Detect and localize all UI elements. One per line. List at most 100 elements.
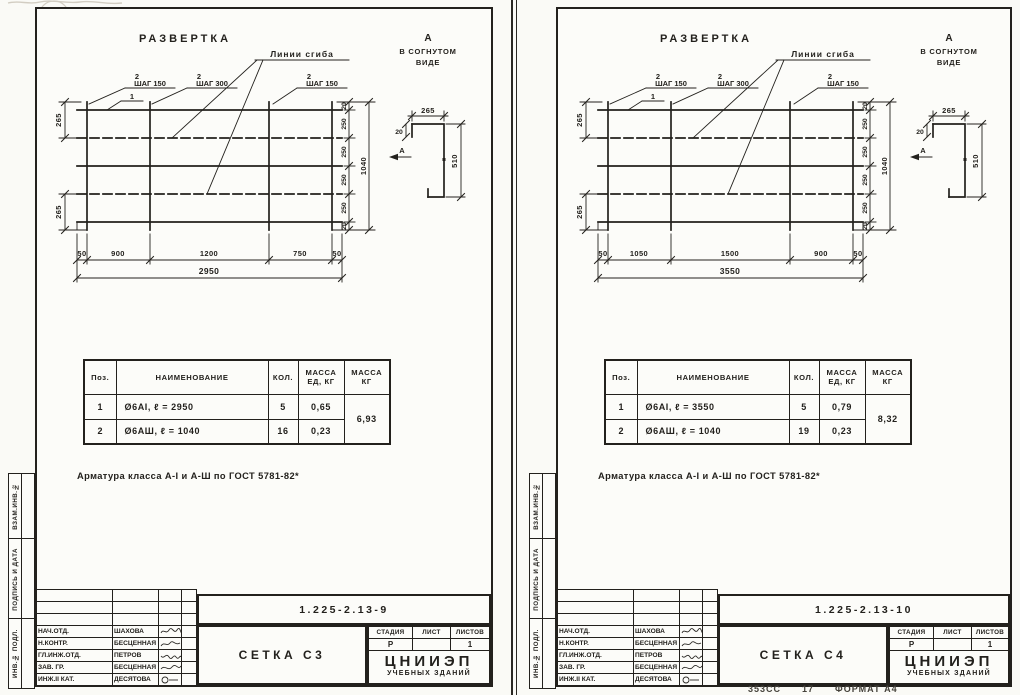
document-number: 1.225-2.13-10 xyxy=(718,594,1010,625)
staff-name: ШАХОВА xyxy=(113,626,159,638)
strip-label: ВЗАМ.ИНВ.№ xyxy=(532,483,540,530)
dim-v-250: 250 xyxy=(862,202,869,214)
strip-label: ИНВ.№ ПОДЛ. xyxy=(532,629,540,679)
signature xyxy=(680,638,703,650)
dim-v-total: 1040 xyxy=(880,157,889,175)
stage-value: Р xyxy=(890,639,934,651)
dim-h: 50 xyxy=(77,249,86,258)
organization-subtitle: УЧЕБНЫХ ЗДАНИЙ xyxy=(907,670,991,677)
cell-name: Ø6АШ, ℓ = 1040 xyxy=(636,418,790,445)
strip-label: ВЗАМ.ИНВ.№ xyxy=(11,483,19,530)
staff-name: ДЕСЯТОВА xyxy=(113,674,159,686)
bend-lines-label: Линии сгиба xyxy=(791,49,855,59)
dim-h: 50 xyxy=(332,249,341,258)
side-strip-left: ВЗАМ.ИНВ.№ ПОДПИСЬ И ДАТА ИНВ.№ ПОДЛ. xyxy=(8,473,35,690)
staff-role: НАЧ.ОТД. xyxy=(558,626,634,638)
title-block-upper-grid xyxy=(37,589,197,626)
sheets-value: 1 xyxy=(972,639,1008,651)
dim-h: 900 xyxy=(814,249,828,258)
cell-unit-mass: 0,23 xyxy=(818,418,866,445)
title-block: 1.225-2.13-10 НАЧ.ОТД. ШАХОВА Н.КОНТР. Б… xyxy=(558,589,1010,686)
cell-qty: 16 xyxy=(267,418,299,445)
dim-v-total: 1040 xyxy=(359,157,368,175)
staff-role: ГЛ.ИНЖ.ОТД. xyxy=(37,650,113,662)
strip-label: ИНВ.№ ПОДЛ. xyxy=(11,629,19,679)
strip-cell: ИНВ.№ ПОДЛ. xyxy=(529,618,556,690)
dim-h: 750 xyxy=(293,249,307,258)
dim-v-20: 20 xyxy=(862,222,869,230)
dim-v-250: 250 xyxy=(341,146,348,158)
dim-v-250: 250 xyxy=(862,146,869,158)
table-row: 2 Ø6АШ, ℓ = 1040 16 0,23 xyxy=(83,418,390,445)
col-header-name: НАИМЕНОВАНИЕ xyxy=(636,359,790,395)
view-title: РАЗВЕРТКА xyxy=(660,33,752,45)
cell-qty: 5 xyxy=(788,393,820,420)
cell-unit-mass: 0,79 xyxy=(818,393,866,420)
dim-265-top: 265 xyxy=(575,113,584,127)
callout-step: ШАГ 150 xyxy=(306,79,338,88)
view-arrow-label: А xyxy=(399,146,405,155)
dim-h-total: 2950 xyxy=(199,266,220,276)
strip-label: ПОДПИСЬ И ДАТА xyxy=(11,547,19,611)
dim-v-250: 250 xyxy=(341,118,348,130)
strip-label: ПОДПИСЬ И ДАТА xyxy=(532,547,540,611)
cell-total-mass: 6,93 xyxy=(343,393,391,445)
col-header-qty: КОЛ. xyxy=(267,359,299,395)
callout-qty: 2 xyxy=(828,72,832,81)
section-marker: А xyxy=(424,33,431,44)
bend-lines-label: Линии сгиба xyxy=(270,49,334,59)
staff-name: ДЕСЯТОВА xyxy=(634,674,680,686)
strip-cell: ВЗАМ.ИНВ.№ xyxy=(529,473,556,540)
stage-value: Р xyxy=(369,639,413,651)
bent-dim-20: 20 xyxy=(395,129,403,136)
table-row: 2 Ø6АШ, ℓ = 1040 19 0,23 xyxy=(604,418,911,445)
col-header-unit-mass: МАССА ЕД, КГ xyxy=(818,359,866,395)
bent-view-title-1: В СОГНУТОМ xyxy=(920,47,977,56)
staff-role: Н.КОНТР. xyxy=(37,638,113,650)
strip-cell: ПОДПИСЬ И ДАТА xyxy=(8,538,35,621)
parts-table: Поз. НАИМЕНОВАНИЕ КОЛ. МАССА ЕД, КГ МАСС… xyxy=(83,359,391,445)
signature xyxy=(680,650,703,662)
sheets-label: ЛИСТОВ xyxy=(451,627,489,639)
bent-dim-510: 510 xyxy=(450,154,459,168)
staff-role: НАЧ.ОТД. xyxy=(37,626,113,638)
bent-view-title-2: ВИДЕ xyxy=(416,58,440,67)
callout-qty: 2 xyxy=(135,72,139,81)
signature xyxy=(680,626,703,638)
staff-grid: НАЧ.ОТД. ШАХОВА Н.КОНТР. БЕСЦЕННАЯ ГЛ.ИН… xyxy=(558,625,718,686)
staff-role: ИНЖ.II КАТ. xyxy=(37,674,113,686)
bent-dim-20: 20 xyxy=(916,129,924,136)
development-drawing-c3: РАЗВЕРТКА Линии сгиба 1 2 ШАГ 150 2 ШАГ … xyxy=(54,33,466,283)
callout-step: ШАГ 150 xyxy=(827,79,859,88)
sheet-c4: РАЗВЕРТКА Линии сгиба 1 2 ШАГ 150 2 ШАГ … xyxy=(556,7,1012,687)
sheet-label: ЛИСТ xyxy=(934,627,972,639)
dim-265-bottom: 265 xyxy=(575,205,584,219)
bent-dim-265: 265 xyxy=(942,106,956,115)
dim-v-20: 20 xyxy=(341,102,348,110)
cell-pos: 1 xyxy=(83,393,117,420)
stage-label: СТАДИЯ xyxy=(890,627,934,639)
dim-h: 900 xyxy=(111,249,125,258)
sheet-separator-line xyxy=(511,0,513,695)
cell-pos: 2 xyxy=(83,418,117,445)
staff-name: БЕСЦЕННАЯ xyxy=(634,638,680,650)
dim-h-total: 3550 xyxy=(720,266,741,276)
col-header-name: НАИМЕНОВАНИЕ xyxy=(115,359,269,395)
drawing-title: СЕТКА С4 xyxy=(718,625,888,685)
stage-sheet-box: СТАДИЯ ЛИСТ ЛИСТОВ Р 1 ЦНИИЭП УЧЕБНЫХ ЗД… xyxy=(888,625,1010,685)
cell-name: Ø6АI, ℓ = 2950 xyxy=(115,393,269,420)
cell-unit-mass: 0,23 xyxy=(297,418,345,445)
sheets-label: ЛИСТОВ xyxy=(972,627,1008,639)
side-strip-right: ВЗАМ.ИНВ.№ ПОДПИСЬ И ДАТА ИНВ.№ ПОДЛ. xyxy=(529,473,556,690)
staff-name: ПЕТРОВ xyxy=(634,650,680,662)
bent-dim-510: 510 xyxy=(971,154,980,168)
callout-qty: 2 xyxy=(656,72,660,81)
staff-role: ЗАВ. ГР. xyxy=(558,662,634,674)
dim-265-bottom: 265 xyxy=(54,205,63,219)
organization-name: ЦНИИЭП xyxy=(904,653,994,670)
cell-total-mass: 8,32 xyxy=(864,393,912,445)
cell-name: Ø6АШ, ℓ = 1040 xyxy=(115,418,269,445)
callout-qty: 2 xyxy=(718,72,722,81)
stage-sheet-box: СТАДИЯ ЛИСТ ЛИСТОВ Р 1 ЦНИИЭП УЧЕБНЫХ ЗД… xyxy=(367,625,491,685)
organization-subtitle: УЧЕБНЫХ ЗДАНИЙ xyxy=(387,670,471,677)
